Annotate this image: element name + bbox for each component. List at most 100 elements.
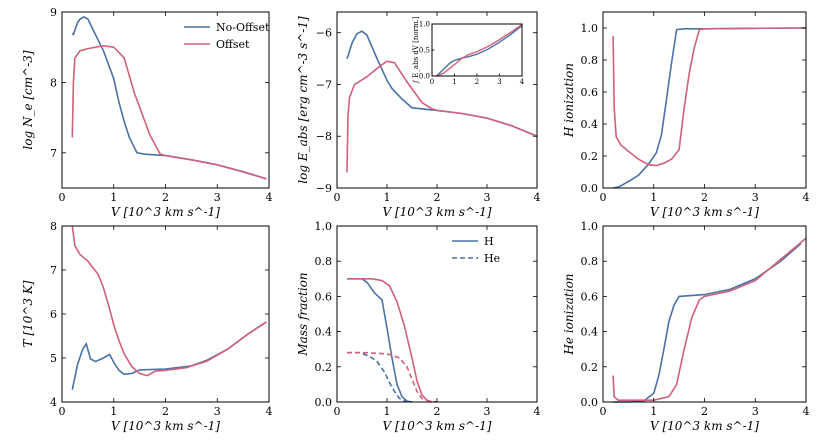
y-tick-label-ne-2: 9 — [50, 6, 57, 19]
series-line-mass-3 — [347, 351, 438, 403]
x-tick-label-hion-1: 1 — [650, 191, 657, 204]
x-tick-label-eabs-3: 3 — [484, 191, 491, 204]
series-line-eabs-1 — [346, 60, 538, 173]
series-line-mass-1 — [347, 278, 433, 403]
series-line-heion-0 — [613, 242, 802, 403]
panel-hion: 0 1 2 3 4 0.0 0.2 0.4 0.6 0.8 1.0 V [10^3 km s^-1] H… — [562, 11, 810, 219]
x-axis-label-hion: V [10^3 km s^-1] — [650, 205, 759, 219]
x-axis-label-eabs: V [10^3 km s^-1] — [383, 205, 492, 219]
x-tick-label-ne-4: 4 — [266, 191, 273, 204]
x-tick-label-eabs-4: 4 — [534, 191, 541, 204]
y-tick-label-hion-5: 1.0 — [581, 22, 599, 35]
y-tick-label-temp-2: 6 — [50, 308, 57, 321]
y-tick-label-temp-4: 8 — [50, 220, 57, 233]
y-tick-label-heion-1: 0.2 — [581, 361, 599, 374]
y-tick-label-heion-4: 0.8 — [581, 255, 599, 268]
series-line-hion-1 — [612, 27, 807, 167]
y-tick-label-ne-0: 7 — [50, 147, 57, 160]
x-tick-label-mass-4: 4 — [534, 405, 541, 418]
x-tick-label-eabs-1: 1 — [384, 191, 391, 204]
y-tick-label-eabs-0: −9 — [316, 182, 332, 195]
y-tick-label-hion-3: 0.6 — [581, 86, 599, 99]
x-axis-label-heion: V [10^3 km s^-1] — [650, 419, 759, 433]
y-tick-label-mass-4: 0.8 — [315, 255, 333, 268]
series-line-temp-0 — [71, 321, 267, 390]
y-tick-label-heion-2: 0.4 — [581, 326, 599, 339]
inset-y-tick-label-0: 0.0 — [419, 73, 430, 81]
x-tick-label-temp-0: 0 — [59, 405, 66, 418]
y-axis-label-hion: H ionization — [562, 63, 576, 138]
panel-ne: 0 1 2 3 4 7 8 9 V [10^3 km s^-1] log N_e [cm^-3] N… — [21, 6, 273, 219]
y-axis-label-heion: He ionization — [562, 273, 576, 355]
y-tick-label-temp-0: 4 — [50, 396, 57, 409]
y-tick-label-mass-1: 0.2 — [315, 361, 333, 374]
y-tick-label-mass-3: 0.6 — [315, 290, 333, 303]
y-tick-label-mass-5: 1.0 — [315, 220, 333, 233]
y-tick-label-hion-4: 0.8 — [581, 54, 599, 67]
y-tick-label-mass-2: 0.4 — [315, 326, 333, 339]
series-line-heion-1 — [612, 237, 807, 401]
x-tick-label-hion-3: 3 — [752, 191, 759, 204]
legend-label-mass-0: H — [484, 235, 494, 248]
x-tick-label-ne-1: 1 — [110, 191, 117, 204]
panel-temp: 0 1 2 3 4 4 5 6 7 8 V [10^3 km s^-1] T [10^3 K] — [21, 220, 273, 433]
y-tick-label-eabs-1: −8 — [316, 130, 332, 143]
panel-mass: 0 1 2 3 4 0.0 0.2 0.4 0.6 0.8 1.0 V [10^3 km s^-1] M… — [296, 220, 541, 433]
inset-y-axis-label: ∫ E_abs dV [norm.] — [412, 16, 420, 83]
series-line-ne-1 — [71, 44, 267, 180]
inset-x-tick-label-2: 2 — [475, 78, 479, 86]
x-tick-label-temp-2: 2 — [162, 405, 169, 418]
y-tick-label-eabs-3: −6 — [316, 27, 332, 40]
panel-heion: 0 1 2 3 4 0.0 0.2 0.4 0.6 0.8 1.0 V [10^3 km s^-1] H… — [562, 220, 810, 433]
x-tick-label-mass-2: 2 — [434, 405, 441, 418]
inset-x-tick-label-0: 0 — [430, 78, 434, 86]
y-tick-label-eabs-2: −7 — [316, 78, 332, 91]
x-tick-label-ne-2: 2 — [162, 191, 169, 204]
x-tick-label-ne-3: 3 — [214, 191, 221, 204]
x-tick-label-ne-0: 0 — [59, 191, 66, 204]
inset-x-tick-label-1: 1 — [452, 78, 456, 86]
y-axis-label-mass: Mass fraction — [296, 272, 310, 356]
inset-x-tick-label-3: 3 — [497, 78, 501, 86]
x-tick-label-heion-1: 1 — [650, 405, 657, 418]
y-tick-label-hion-1: 0.2 — [581, 150, 599, 163]
y-axis-label-ne: log N_e [cm^-3] — [21, 50, 35, 150]
x-tick-label-mass-1: 1 — [384, 405, 391, 418]
panel-eabs: 0 1 2 3 4 −9 −8 −7 −6 V [10^3 km s^-1] log E_abs [… — [296, 11, 541, 219]
inset-eabs: 0 1 2 3 4 0.0 0.5 1.0∫ E_abs dV [norm.] — [412, 16, 525, 86]
axes-frame-temp — [61, 225, 270, 403]
inset-background — [432, 24, 522, 76]
legend-label-ne-1: Offset — [216, 38, 250, 51]
x-tick-label-mass-3: 3 — [484, 405, 491, 418]
series-line-mass-2 — [347, 351, 413, 403]
x-axis-label-ne: V [10^3 km s^-1] — [111, 205, 220, 219]
y-axis-label-temp: T [10^3 K] — [21, 280, 35, 347]
x-tick-label-heion-3: 3 — [752, 405, 759, 418]
y-tick-label-heion-3: 0.6 — [581, 290, 599, 303]
x-tick-label-hion-4: 4 — [803, 191, 810, 204]
x-tick-label-eabs-0: 0 — [334, 191, 341, 204]
x-tick-label-mass-0: 0 — [334, 405, 341, 418]
x-tick-label-heion-4: 4 — [803, 405, 810, 418]
y-tick-label-ne-1: 8 — [50, 76, 57, 89]
legend-label-mass-1: He — [484, 252, 500, 265]
y-tick-label-heion-0: 0.0 — [581, 396, 599, 409]
x-axis-label-temp: V [10^3 km s^-1] — [111, 419, 220, 433]
y-tick-label-heion-5: 1.0 — [581, 220, 599, 233]
x-tick-label-temp-3: 3 — [214, 405, 221, 418]
y-tick-label-hion-0: 0.0 — [581, 182, 599, 195]
legend-ne: No-Offset Offset — [184, 21, 270, 51]
x-tick-label-hion-2: 2 — [701, 191, 708, 204]
axes-frame-heion — [602, 225, 807, 403]
axes-frame-mass — [336, 225, 538, 403]
series-line-mass-0 — [347, 278, 413, 403]
x-tick-label-hion-0: 0 — [600, 191, 607, 204]
x-tick-label-temp-4: 4 — [266, 405, 273, 418]
x-tick-label-heion-2: 2 — [701, 405, 708, 418]
x-tick-label-heion-0: 0 — [600, 405, 607, 418]
inset-x-tick-label-4: 4 — [520, 78, 525, 86]
x-tick-label-temp-1: 1 — [110, 405, 117, 418]
y-tick-label-temp-1: 5 — [50, 352, 57, 365]
y-tick-label-hion-2: 0.4 — [581, 118, 599, 131]
